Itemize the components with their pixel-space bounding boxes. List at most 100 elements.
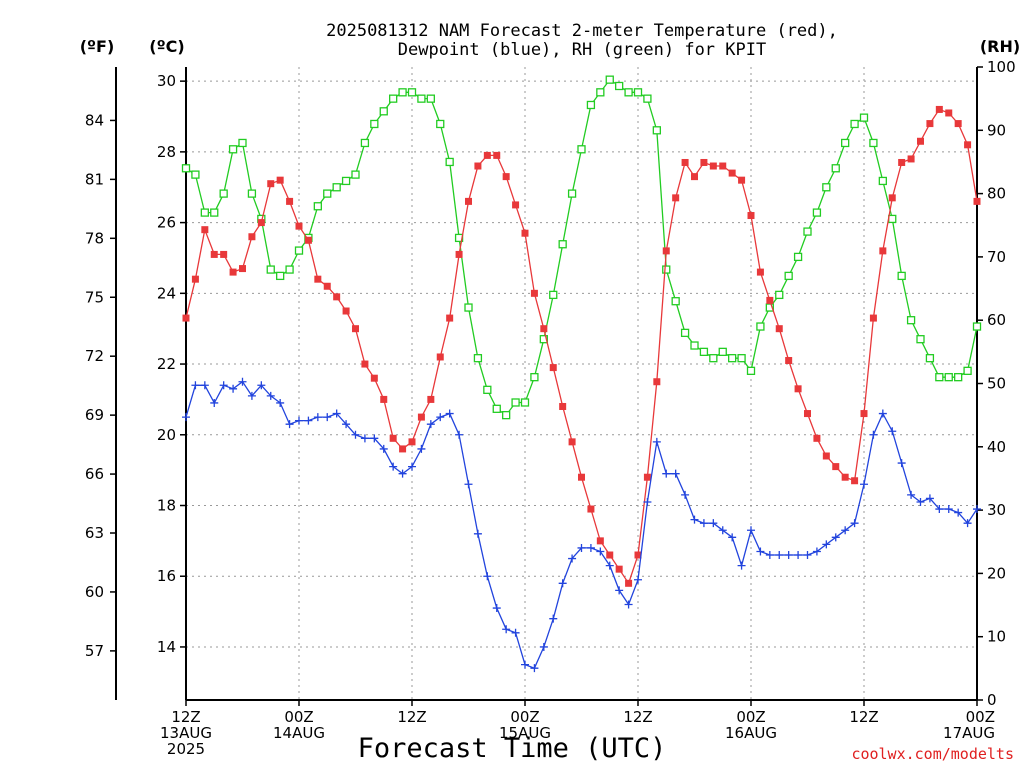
temperature-point: [276, 176, 284, 184]
rh-tick-label: 70: [987, 248, 1006, 266]
temperature-point: [436, 353, 444, 361]
rh-point: [596, 88, 605, 97]
temperature-point: [446, 314, 454, 322]
dewpoint-point: [492, 604, 501, 613]
temperature-point: [860, 410, 868, 418]
rh-point: [737, 354, 746, 363]
rh-point: [671, 297, 680, 306]
temperature-point: [879, 247, 887, 255]
dewpoint-point: [558, 579, 567, 588]
dewpoint-point: [944, 505, 953, 514]
dewpoint-point: [747, 526, 755, 535]
dewpoint-point: [699, 519, 708, 528]
rh-point: [906, 316, 916, 325]
temperature-point: [549, 364, 557, 372]
dewpoint-point: [963, 519, 972, 528]
temperature-point: [907, 155, 915, 163]
dewpoint-point: [954, 508, 963, 517]
dewpoint-point: [690, 515, 699, 524]
fahrenheit-tick-label: 69: [85, 406, 104, 424]
dewpoint-point: [257, 381, 266, 390]
rh-point: [228, 145, 238, 154]
temperature-point: [530, 289, 538, 297]
dewpoint-point: [577, 543, 586, 552]
rh-point: [379, 107, 388, 116]
dewpoint-point: [586, 543, 595, 552]
rh-point: [793, 252, 803, 262]
temperature-point: [832, 463, 840, 471]
temperature-point: [973, 197, 981, 205]
temperature-point: [210, 250, 218, 258]
temperature-point: [427, 395, 435, 403]
dewpoint-point: [850, 519, 859, 528]
rh-point: [756, 322, 765, 331]
temperature-point: [662, 247, 670, 255]
fahrenheit-tick-label: 60: [85, 583, 104, 601]
credit-text: coolwx.com/modelts: [851, 745, 1014, 763]
temperature-point: [653, 378, 661, 386]
tick-labels: 14 16 18 20 22 24 26 28 30 57 60 63 66 69 72 75 78 81 84 0 1…: [85, 58, 1016, 758]
dewpoint-point: [803, 551, 812, 560]
rh-point: [784, 271, 793, 281]
celsius-tick-label: 26: [157, 214, 176, 232]
rh-point: [765, 303, 774, 312]
rh-point: [690, 341, 699, 350]
dewpoint-point: [276, 398, 285, 407]
rh-point: [812, 208, 822, 217]
dewpoint-point: [266, 391, 275, 400]
temperature-point: [841, 473, 849, 481]
temperature-point: [352, 325, 359, 333]
rh-point: [351, 170, 360, 179]
rh-point: [219, 189, 228, 198]
rh-point: [247, 189, 257, 198]
rh-point: [502, 410, 511, 420]
temperature-point: [775, 325, 783, 333]
rh-point: [313, 202, 322, 211]
rh-point: [775, 290, 784, 300]
dewpoint-point: [662, 469, 671, 478]
rh-point: [276, 271, 285, 281]
temperature-point: [869, 314, 877, 322]
dewpoint-point: [332, 409, 341, 418]
dewpoint-point: [624, 600, 633, 609]
fahrenheit-tick-label: 63: [85, 524, 104, 542]
x-tick-label: 17AUG: [943, 724, 995, 742]
temperature-point: [304, 236, 312, 244]
temperature-point: [681, 158, 689, 166]
x-tick-label: 12Z: [171, 708, 200, 726]
dewpoint-point: [643, 497, 652, 506]
rh-point: [831, 164, 840, 173]
dewpoint-point: [568, 554, 577, 563]
temperature-point: [201, 226, 209, 234]
rh-point: [841, 138, 850, 148]
temperature-point: [672, 194, 680, 202]
dewpoint-point: [549, 614, 558, 623]
temperature-point: [596, 537, 604, 545]
temperature-point: [512, 201, 520, 209]
temperature-point: [804, 410, 811, 418]
temperature-point: [493, 151, 501, 159]
celsius-tick-label: 28: [157, 143, 176, 161]
dewpoint-point: [229, 384, 238, 393]
dewpoint-point: [775, 551, 784, 560]
dewpoint-point: [323, 413, 332, 422]
rh-point: [709, 354, 718, 363]
x-tick-label: 12Z: [623, 708, 652, 726]
celsius-tick-label: 16: [157, 567, 176, 585]
dewpoint-point: [831, 533, 840, 542]
dewpoint-point: [408, 462, 416, 471]
x-tick-label: 14AUG: [273, 724, 325, 742]
temperature-point: [634, 551, 642, 559]
x-tick-label: 00Z: [510, 708, 539, 726]
dewpoint-point: [360, 434, 369, 443]
dewpoint-point: [210, 398, 219, 407]
temperature-point: [559, 402, 567, 410]
dewpoint-point: [436, 413, 445, 422]
x-tick-label: 16AUG: [725, 724, 777, 742]
rh-point: [294, 246, 304, 255]
temperature-point: [643, 473, 651, 481]
temperature-point: [851, 477, 859, 485]
dewpoint-point: [756, 547, 765, 556]
rh-point: [426, 94, 435, 103]
